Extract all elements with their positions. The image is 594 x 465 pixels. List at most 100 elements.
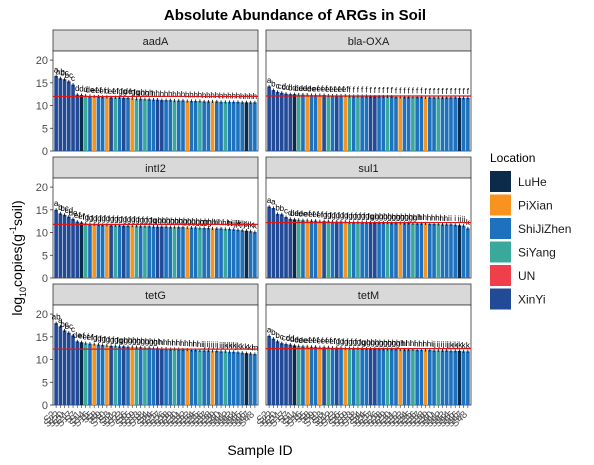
significance-letter: fg bbox=[363, 212, 370, 221]
significance-letter: gh bbox=[149, 338, 158, 347]
bar bbox=[130, 225, 135, 278]
bar bbox=[279, 343, 284, 405]
significance-letter: gh bbox=[140, 89, 149, 98]
significance-letter: ef bbox=[312, 85, 319, 94]
significance-letter: fg bbox=[129, 88, 136, 97]
significance-letter: h bbox=[189, 90, 193, 99]
panel-border bbox=[52, 50, 259, 152]
significance-letter: ef bbox=[321, 85, 328, 94]
bar bbox=[360, 348, 364, 405]
bar bbox=[62, 214, 67, 278]
bar bbox=[210, 228, 215, 278]
bar bbox=[92, 96, 96, 151]
significance-letter: fg bbox=[87, 213, 94, 222]
bar bbox=[219, 101, 223, 151]
significance-letter: d bbox=[288, 84, 292, 93]
significance-letter: h bbox=[219, 91, 223, 100]
bar bbox=[164, 348, 168, 405]
bars bbox=[267, 86, 470, 151]
significance-letter: f bbox=[458, 87, 461, 96]
bar bbox=[113, 97, 118, 151]
significance-letter: a bbox=[54, 65, 59, 74]
significance-letter: fg bbox=[104, 335, 111, 344]
bar bbox=[309, 346, 314, 405]
significance-letter: gh bbox=[179, 217, 188, 226]
legend-item-siyang: SiYang bbox=[490, 241, 556, 263]
bar bbox=[322, 347, 326, 405]
significance-letter: gh bbox=[174, 217, 183, 226]
significance-letter: ef bbox=[321, 337, 328, 346]
significance-letter: c bbox=[276, 81, 280, 90]
legend-label: UN bbox=[518, 269, 535, 283]
bar bbox=[92, 224, 96, 278]
panel-border bbox=[52, 304, 259, 406]
significance-letter: ij bbox=[462, 215, 466, 224]
legend-swatch bbox=[490, 171, 511, 192]
significance-letter: fg bbox=[95, 334, 102, 343]
legend-label: PiXian bbox=[518, 199, 553, 213]
significance-letter: ef bbox=[78, 332, 85, 341]
bar bbox=[181, 227, 185, 278]
bar bbox=[457, 97, 462, 151]
bar bbox=[62, 330, 67, 405]
bar bbox=[248, 102, 253, 151]
significance-letter: fg bbox=[116, 87, 123, 96]
significance-letter: d bbox=[83, 85, 87, 94]
y-axis-title-soil: soil) bbox=[9, 200, 25, 226]
bar bbox=[58, 213, 63, 278]
significance-letter: cd bbox=[278, 82, 286, 91]
significance-letter: f bbox=[467, 87, 470, 96]
facet-strip-label: aadA bbox=[143, 36, 169, 48]
bar bbox=[193, 350, 198, 405]
significance-letter: hi bbox=[193, 339, 199, 348]
significance-letter: cd bbox=[282, 83, 290, 92]
bar bbox=[54, 323, 58, 405]
significance-letter: fg bbox=[333, 211, 340, 220]
bar bbox=[334, 95, 339, 151]
bar bbox=[105, 224, 109, 278]
significance-letter: b bbox=[280, 204, 285, 213]
legend-swatch bbox=[490, 288, 511, 310]
bar bbox=[330, 221, 335, 278]
bar bbox=[436, 350, 441, 405]
significance-letter: fg bbox=[359, 338, 366, 347]
bar bbox=[155, 99, 160, 151]
significance-letter: gh bbox=[183, 217, 192, 226]
significance-letter: gh bbox=[119, 336, 128, 345]
significance-letter: ef bbox=[91, 86, 98, 95]
bar bbox=[113, 225, 118, 278]
significance-letter: h bbox=[210, 91, 214, 100]
significance-letter: ef bbox=[317, 337, 324, 346]
significance-letter: hi bbox=[222, 218, 228, 227]
significance-letter: fg bbox=[99, 214, 106, 223]
bar bbox=[449, 97, 453, 151]
bar bbox=[66, 81, 71, 151]
bar bbox=[347, 96, 352, 151]
bar bbox=[406, 96, 411, 151]
significance-letter: gh bbox=[153, 216, 162, 225]
significance-letter: de bbox=[85, 85, 94, 94]
significance-letters: a ab b c ddededeefefefeffgfgfgfgfgfgfgfgfgfg… bbox=[267, 196, 471, 227]
bar bbox=[185, 349, 190, 405]
bar bbox=[92, 344, 96, 405]
bar bbox=[54, 76, 58, 151]
significance-letter: h bbox=[198, 90, 202, 99]
significance-letter: ef bbox=[78, 212, 85, 221]
significance-letters: a b b ccdcddededeefefefefefefeffgfgfgfgfgfg… bbox=[267, 325, 471, 349]
significance-letter: h bbox=[232, 91, 236, 100]
bar bbox=[271, 338, 276, 405]
bar bbox=[71, 335, 75, 405]
bar bbox=[223, 228, 228, 278]
significance-letter: f bbox=[446, 87, 449, 96]
bar bbox=[117, 97, 122, 151]
bar bbox=[385, 222, 390, 278]
bar bbox=[368, 96, 373, 151]
significance-letter: ij bbox=[215, 340, 219, 349]
bar bbox=[244, 230, 249, 278]
significance-letter: ef bbox=[329, 337, 336, 346]
significance-letter: gh bbox=[375, 339, 384, 348]
bar bbox=[134, 347, 139, 405]
bar bbox=[96, 224, 101, 278]
bar bbox=[181, 100, 185, 151]
